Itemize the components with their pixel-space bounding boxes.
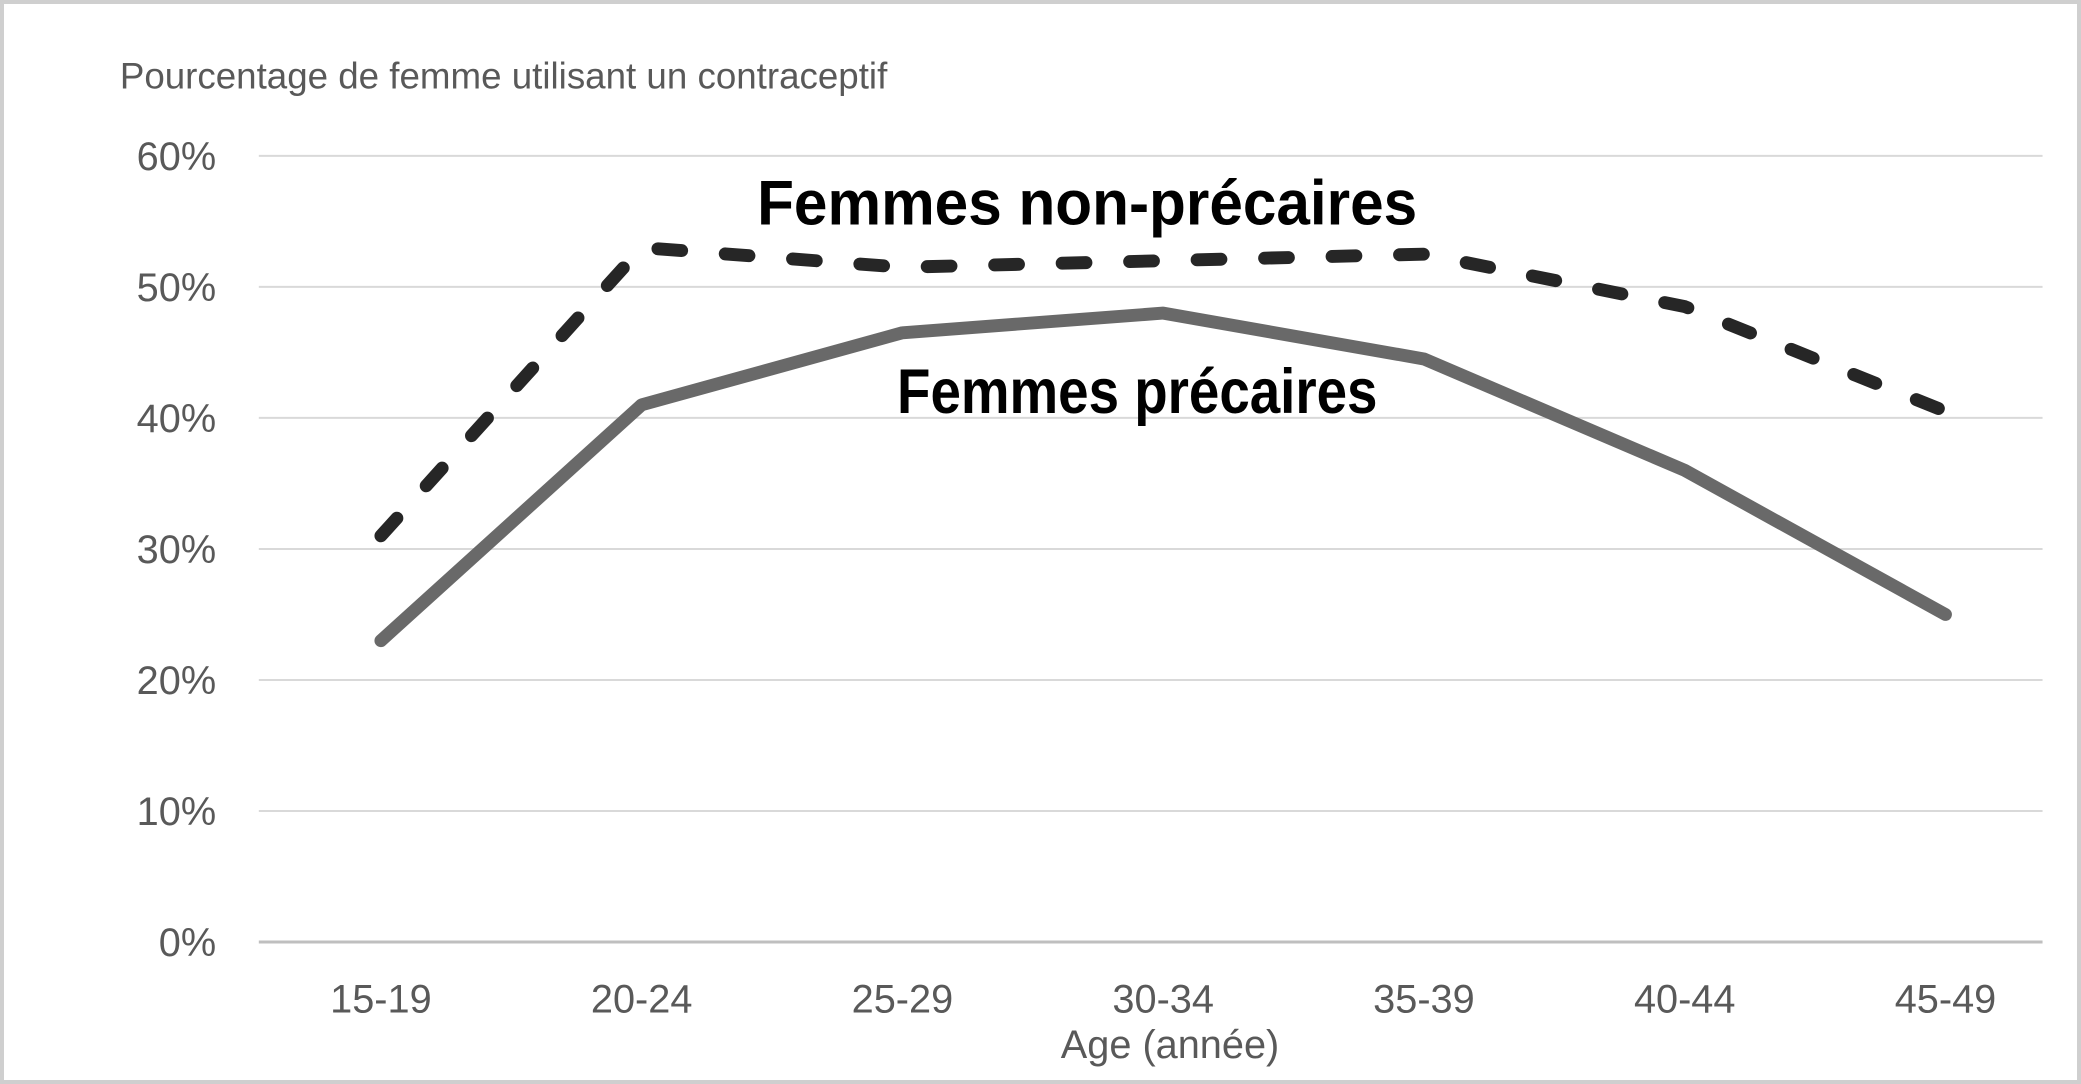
y-axis-tick-labels-group: 0% 10% 20% 30% 40% 50% 60% <box>137 135 216 965</box>
x-axis-tick-label: 45-49 <box>1895 978 1997 1022</box>
line-chart: 0% 10% 20% 30% 40% 50% 60% 15-19 20-24 25-29 30-3… <box>120 55 2043 1067</box>
series-label-non-precaires: Femmes non-précaires <box>757 167 1417 238</box>
y-axis-tick-label: 50% <box>137 266 216 310</box>
x-axis-tick-labels-group: 15-19 20-24 25-29 30-34 35-39 40-44 45-49 <box>330 978 1996 1022</box>
x-axis-tick-label: 40-44 <box>1634 978 1736 1022</box>
x-axis-tick-label: 25-29 <box>852 978 954 1022</box>
series-line-precaires <box>374 306 1952 648</box>
x-axis-tick-label: 30-34 <box>1112 978 1214 1022</box>
chart-title: Pourcentage de femme utilisant un contra… <box>120 55 888 96</box>
series-label-precaires: Femmes précaires <box>897 356 1377 427</box>
series-line-non-precaires <box>374 241 1952 543</box>
y-axis-tick-label: 40% <box>137 397 216 441</box>
y-axis-tick-label: 20% <box>137 659 216 703</box>
y-axis-tick-label: 30% <box>137 528 216 572</box>
y-axis-tick-label: 0% <box>159 921 216 965</box>
x-axis-tick-label: 15-19 <box>330 978 432 1022</box>
series-lines-group <box>374 241 1952 648</box>
x-axis-tick-label: 35-39 <box>1373 978 1475 1022</box>
x-axis-title: Age (année) <box>1061 1023 1279 1067</box>
gridlines-group <box>258 154 2043 944</box>
y-axis-tick-label: 60% <box>137 135 216 179</box>
x-axis-tick-label: 20-24 <box>591 978 693 1022</box>
y-axis-tick-label: 10% <box>137 790 216 834</box>
